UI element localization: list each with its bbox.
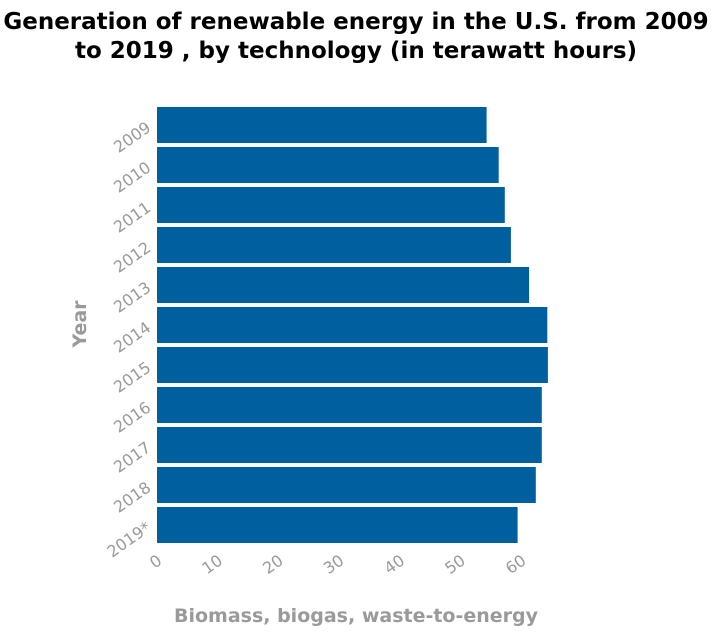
x-tick-label: 10 bbox=[198, 551, 226, 578]
y-tick-label: 2012 bbox=[110, 238, 154, 277]
y-tick-label: 2011 bbox=[110, 198, 154, 237]
y-tick-label: 2009 bbox=[110, 118, 154, 157]
y-tick-label: 2010 bbox=[110, 158, 154, 197]
y-tick-label: 2013 bbox=[110, 278, 154, 317]
bar-2019 bbox=[157, 507, 518, 543]
x-tick-labels: 0 10 20 30 40 50 60 bbox=[146, 551, 529, 578]
bars-group bbox=[157, 107, 548, 543]
y-tick-label: 2017 bbox=[110, 438, 154, 477]
x-tick-label: 20 bbox=[259, 551, 287, 578]
bar-2009 bbox=[157, 107, 487, 143]
bar-2012 bbox=[157, 227, 511, 263]
y-tick-label: 2018 bbox=[110, 478, 154, 517]
x-tick-label: 30 bbox=[320, 551, 348, 578]
x-tick-label: 60 bbox=[502, 551, 530, 578]
bar-2013 bbox=[157, 267, 530, 303]
y-tick-labels: 2009201020112012201320142015201620172018… bbox=[103, 118, 154, 562]
bar-2017 bbox=[157, 427, 542, 463]
bar-2015 bbox=[157, 347, 548, 383]
bar-2014 bbox=[157, 307, 548, 343]
x-tick-label: 50 bbox=[441, 551, 469, 578]
y-tick-label: 2016 bbox=[110, 398, 154, 437]
bar-2011 bbox=[157, 187, 505, 223]
y-tick-label: 2015 bbox=[110, 358, 154, 397]
bar-2018 bbox=[157, 467, 536, 503]
chart-title: Generation of renewable energy in the U.… bbox=[3, 9, 709, 64]
x-tick-label: 40 bbox=[381, 551, 409, 578]
x-axis-label: Biomass, biogas, waste-to-energy bbox=[174, 605, 539, 627]
y-tick-label: 2019* bbox=[103, 518, 154, 562]
y-tick-label: 2014 bbox=[110, 318, 154, 357]
y-axis-label: Year bbox=[69, 300, 91, 349]
bar-2016 bbox=[157, 387, 542, 423]
x-tick-label: 0 bbox=[146, 551, 165, 572]
bar-2010 bbox=[157, 147, 499, 183]
